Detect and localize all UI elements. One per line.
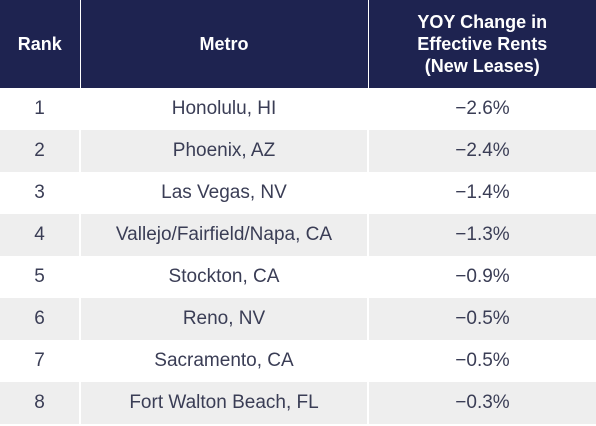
header-rank: Rank	[0, 0, 81, 88]
metro-cell: Sacramento, CA	[80, 340, 369, 382]
rank-cell: 7	[0, 340, 81, 382]
change-cell: −1.4%	[368, 172, 596, 214]
table-row: 7 Sacramento, CA −0.5%	[0, 340, 596, 382]
metro-cell: Stockton, CA	[80, 256, 369, 298]
header-metro: Metro	[80, 0, 369, 88]
change-cell: −0.5%	[368, 298, 596, 340]
change-cell: −0.3%	[368, 382, 596, 424]
metro-cell: Las Vegas, NV	[80, 172, 369, 214]
table-row: 5 Stockton, CA −0.9%	[0, 256, 596, 298]
table-row: 4 Vallejo/Fairfield/Napa, CA −1.3%	[0, 214, 596, 256]
header-yoy-change-line-2: Effective Rents	[417, 34, 548, 54]
table-row: 1 Honolulu, HI −2.6%	[0, 88, 596, 130]
metro-cell: Honolulu, HI	[80, 88, 369, 130]
header-yoy-change: YOY Change in Effective Rents (New Lease…	[368, 0, 596, 88]
metro-cell: Phoenix, AZ	[80, 130, 369, 172]
rank-cell: 4	[0, 214, 81, 256]
table-row: 8 Fort Walton Beach, FL −0.3%	[0, 382, 596, 424]
table-header-row: Rank Metro YOY Change in Effective Rents…	[0, 0, 596, 88]
metro-cell: Reno, NV	[80, 298, 369, 340]
header-yoy-change-line-3: (New Leases)	[424, 56, 540, 76]
change-cell: −2.4%	[368, 130, 596, 172]
change-cell: −1.3%	[368, 214, 596, 256]
rank-cell: 3	[0, 172, 81, 214]
rank-cell: 5	[0, 256, 81, 298]
header-yoy-change-line-1: YOY Change in	[417, 12, 548, 32]
table-row: 3 Las Vegas, NV −1.4%	[0, 172, 596, 214]
table-row: 6 Reno, NV −0.5%	[0, 298, 596, 340]
rank-cell: 8	[0, 382, 81, 424]
change-cell: −2.6%	[368, 88, 596, 130]
rank-cell: 2	[0, 130, 81, 172]
table-row: 2 Phoenix, AZ −2.4%	[0, 130, 596, 172]
rank-cell: 1	[0, 88, 81, 130]
metro-cell: Vallejo/Fairfield/Napa, CA	[80, 214, 369, 256]
rank-cell: 6	[0, 298, 81, 340]
change-cell: −0.9%	[368, 256, 596, 298]
metro-cell: Fort Walton Beach, FL	[80, 382, 369, 424]
change-cell: −0.5%	[368, 340, 596, 382]
